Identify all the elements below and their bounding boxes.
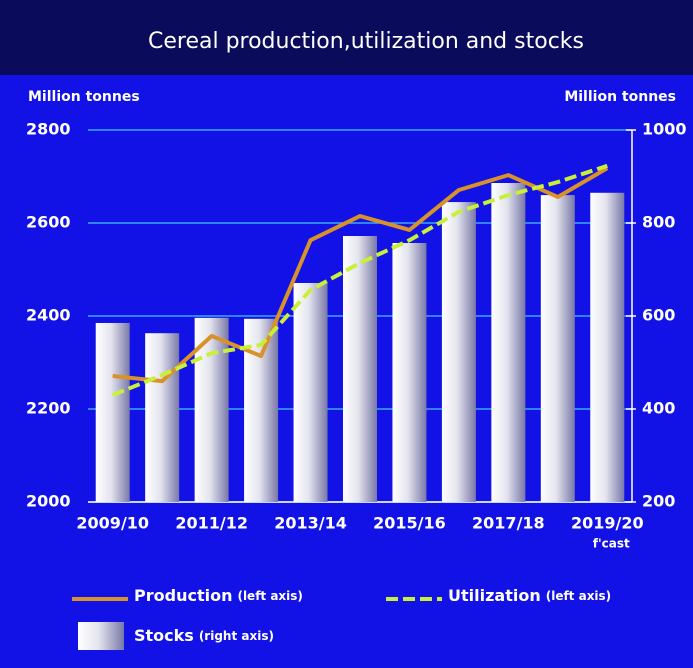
y2-tick-label: 600	[642, 306, 675, 325]
bar	[95, 322, 130, 502]
y2-tick-label: 1000	[642, 120, 687, 139]
y2-axis-label: Million tonnes	[564, 89, 676, 105]
title-bar	[0, 0, 693, 75]
y-tick-label: 2600	[26, 213, 71, 232]
x-tick-label: 2019/20	[571, 514, 644, 533]
legend-label: Utilization (left axis)	[448, 586, 611, 605]
y-tick-label: 2000	[26, 492, 71, 511]
bar	[540, 195, 575, 502]
x-tick-label: 2015/16	[373, 514, 446, 533]
legend-swatch	[78, 622, 124, 650]
y2-tick-label: 800	[642, 213, 675, 232]
legend-label: Stocks (right axis)	[134, 626, 274, 645]
y-axis-label: Million tonnes	[28, 89, 140, 105]
bar	[441, 202, 476, 502]
y-tick-label: 2200	[26, 399, 71, 418]
x-tick-label: 2009/10	[76, 514, 149, 533]
chart-title: Cereal production,utilization and stocks	[148, 29, 584, 54]
legend-note: (right axis)	[199, 629, 274, 643]
y-tick-label: 2800	[26, 120, 71, 139]
y-tick-label: 2400	[26, 306, 71, 325]
y2-tick-label: 400	[642, 399, 675, 418]
legend-name: Stocks	[134, 626, 194, 645]
bar	[590, 192, 625, 502]
bar	[145, 333, 180, 502]
legend-label: Production (left axis)	[134, 586, 303, 605]
x-tick-label: 2011/12	[175, 514, 248, 533]
legend-name: Production	[134, 586, 232, 605]
x-tick-label: 2017/18	[472, 514, 545, 533]
y2-tick-label: 200	[642, 492, 675, 511]
bar	[343, 236, 377, 502]
x-tick-label: 2013/14	[274, 514, 347, 533]
legend-note: (left axis)	[546, 589, 611, 603]
legend-note: (left axis)	[237, 589, 302, 603]
production-line	[112, 166, 609, 384]
forecast-note: f'cast	[593, 537, 630, 551]
legend-name: Utilization	[448, 586, 541, 605]
bar	[293, 282, 328, 502]
bar	[392, 242, 427, 502]
bar	[491, 183, 526, 502]
utilization-line	[111, 163, 608, 397]
